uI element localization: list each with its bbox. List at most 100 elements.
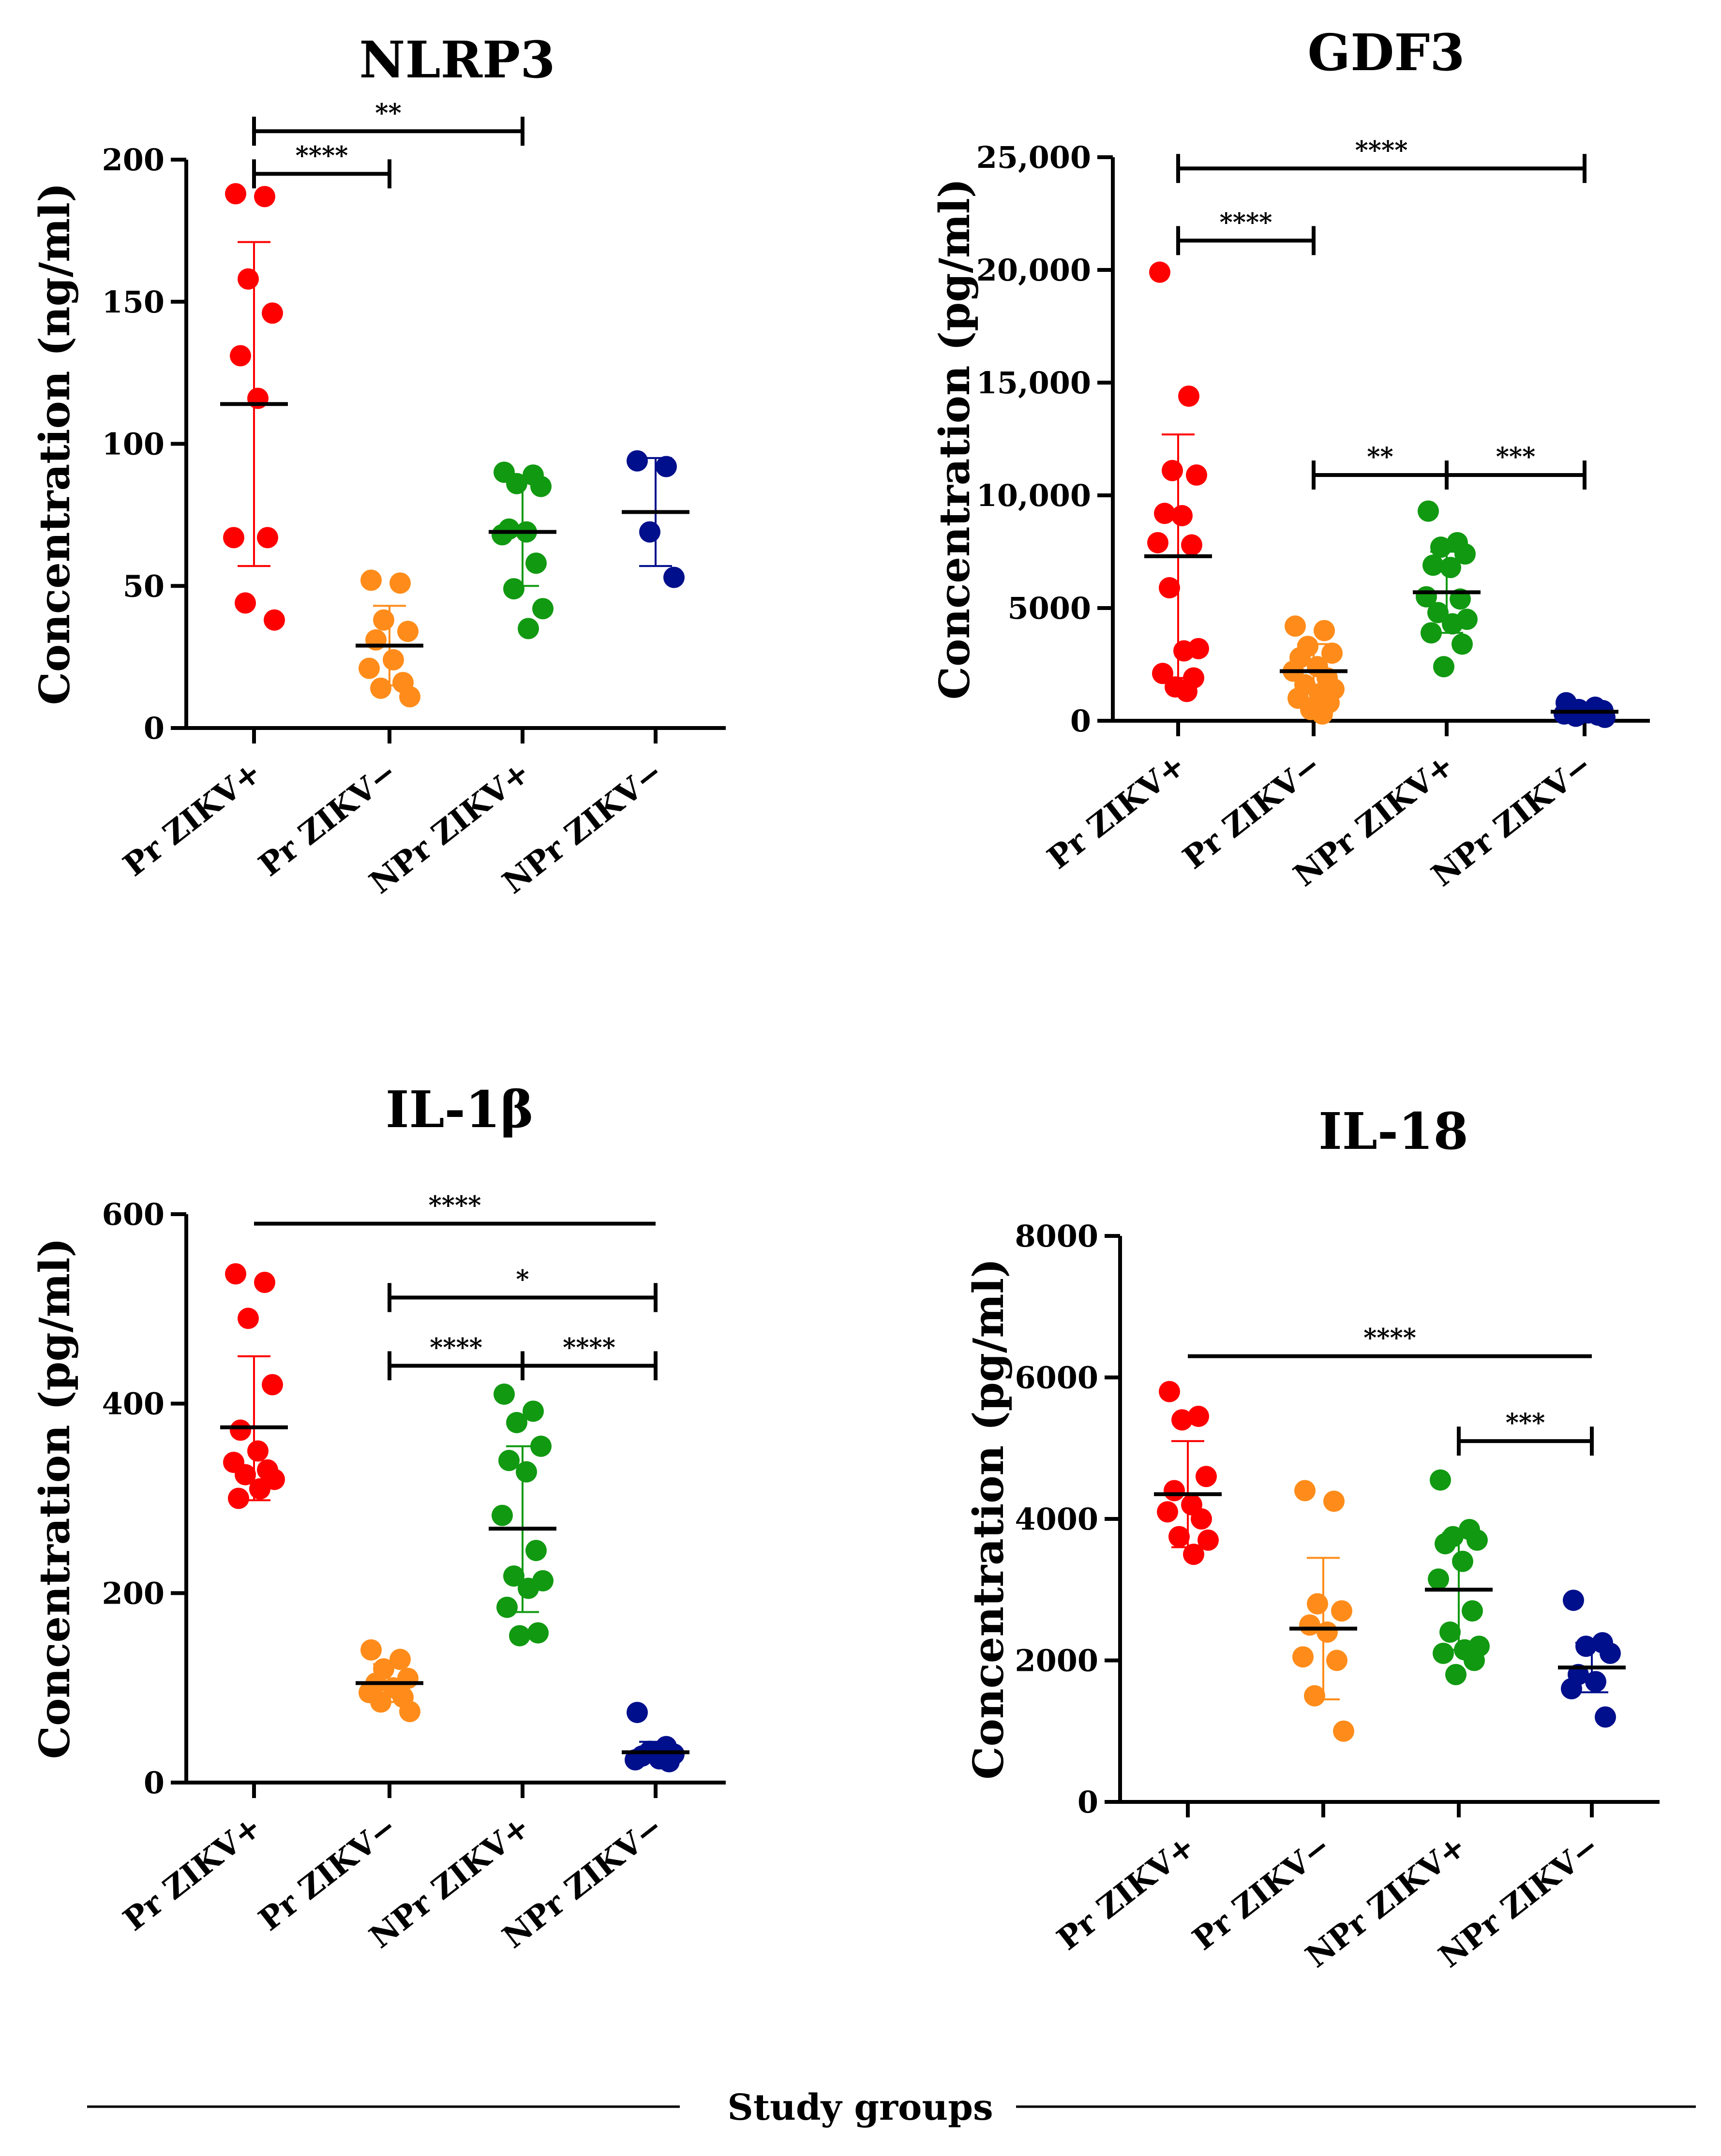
- data-point: [498, 1450, 520, 1472]
- data-point: [1454, 543, 1476, 565]
- data-point: [1312, 703, 1333, 725]
- chart-title: GDF3: [1307, 23, 1465, 82]
- data-point: [389, 1649, 411, 1670]
- data-point: [1439, 1621, 1461, 1643]
- sig-label: ****: [563, 1333, 615, 1362]
- data-point: [1176, 681, 1197, 702]
- y-tick-label: 50: [123, 568, 165, 604]
- sig-label: ***: [1496, 442, 1536, 472]
- y-tick-label: 400: [102, 1386, 165, 1422]
- data-point: [230, 345, 251, 367]
- data-point: [1561, 1678, 1582, 1699]
- data-point: [1183, 1544, 1204, 1565]
- x-tick-label: Pr ZIKV+: [117, 1809, 269, 1938]
- data-point: [1285, 615, 1306, 637]
- data-point: [1294, 1480, 1316, 1502]
- data-point: [492, 524, 513, 546]
- data-point: [399, 1701, 420, 1723]
- data-point: [1178, 385, 1199, 407]
- y-tick-label: 600: [102, 1197, 165, 1232]
- data-point: [228, 1487, 249, 1509]
- data-point: [360, 1639, 382, 1661]
- data-point: [262, 302, 283, 324]
- data-point: [360, 569, 382, 591]
- data-point: [1157, 1501, 1178, 1523]
- sig-label: ****: [1355, 135, 1408, 165]
- data-point: [525, 1540, 547, 1561]
- data-point: [225, 183, 246, 205]
- data-point: [1171, 505, 1193, 526]
- y-tick-label: 5000: [1007, 591, 1091, 626]
- data-point: [1462, 1600, 1483, 1622]
- data-point: [530, 1435, 552, 1457]
- data-point: [1149, 261, 1170, 283]
- data-point: [1168, 1526, 1190, 1547]
- y-tick-label: 2000: [1015, 1643, 1098, 1679]
- data-point: [1427, 602, 1449, 624]
- data-point: [663, 566, 685, 588]
- data-point: [399, 686, 420, 708]
- data-point: [1152, 663, 1173, 684]
- data-point: [238, 1308, 259, 1329]
- data-point: [658, 1751, 680, 1772]
- data-point: [383, 649, 404, 670]
- data-point: [509, 1625, 530, 1647]
- sig-label: ****: [429, 1191, 481, 1220]
- data-point: [238, 268, 259, 290]
- data-point: [1333, 1720, 1354, 1742]
- data-point: [1467, 1529, 1488, 1551]
- x-tick-label: Pr ZIKV+: [1050, 1828, 1202, 1958]
- data-point: [627, 450, 648, 472]
- data-point: [1452, 633, 1473, 655]
- y-tick-label: 10,000: [976, 478, 1091, 513]
- data-point: [1563, 1590, 1584, 1611]
- data-point: [262, 1374, 283, 1396]
- data-point: [1164, 1480, 1185, 1502]
- data-point: [1173, 640, 1195, 662]
- data-point: [1162, 460, 1183, 481]
- data-point: [370, 677, 391, 699]
- data-point: [389, 572, 411, 594]
- data-point: [1464, 1650, 1485, 1671]
- data-point: [1430, 536, 1452, 558]
- y-axis-label: Concentration (pg/ml): [964, 1258, 1013, 1780]
- sig-label: **: [1367, 442, 1393, 472]
- x-tick-label: Pr ZIKV+: [1041, 747, 1193, 877]
- data-point: [1428, 1568, 1449, 1590]
- data-point: [1171, 1409, 1193, 1431]
- data-point: [1307, 1593, 1328, 1615]
- data-point: [1314, 620, 1335, 641]
- data-point: [1585, 1671, 1606, 1693]
- data-point: [254, 1272, 275, 1293]
- y-tick-label: 0: [144, 1765, 165, 1800]
- y-tick-label: 25,000: [976, 140, 1091, 175]
- data-point: [1196, 1466, 1217, 1487]
- data-point: [235, 1464, 256, 1486]
- y-tick-label: 4000: [1015, 1502, 1098, 1537]
- sig-label: *: [516, 1264, 529, 1294]
- panel-il18: IL-18 Concentration (pg/ml) 0 2000 4000 6000 8…: [964, 1101, 1660, 1975]
- chart-title: IL-1β: [386, 1080, 534, 1139]
- data-point: [492, 1504, 513, 1526]
- y-tick-label: 200: [102, 142, 165, 178]
- data-point: [1452, 1550, 1473, 1572]
- data-point: [1317, 1621, 1338, 1643]
- data-point: [532, 598, 554, 620]
- sig-label: ****: [430, 1333, 482, 1362]
- data-point: [525, 552, 547, 574]
- data-point: [1445, 1664, 1467, 1685]
- sig-label: ****: [1363, 1323, 1416, 1353]
- data-point: [1422, 554, 1444, 576]
- y-axis-label: Concentration (pg/ml): [30, 1238, 79, 1759]
- data-point: [530, 476, 552, 497]
- panel-gdf3: GDF3 Concentration (pg/ml) 0 5000 10,000 15,0…: [930, 23, 1650, 894]
- data-point: [1433, 1642, 1454, 1664]
- panel-il1b: IL-1β Concentration (pg/ml) 0 200 400 600 Pr Z…: [30, 1080, 726, 1956]
- data-point: [1326, 1650, 1347, 1671]
- data-point: [494, 1383, 515, 1405]
- data-point: [254, 186, 275, 208]
- y-tick-label: 6000: [1015, 1360, 1098, 1396]
- data-point: [1197, 1529, 1219, 1551]
- data-point: [1154, 503, 1175, 524]
- data-point: [1442, 613, 1463, 635]
